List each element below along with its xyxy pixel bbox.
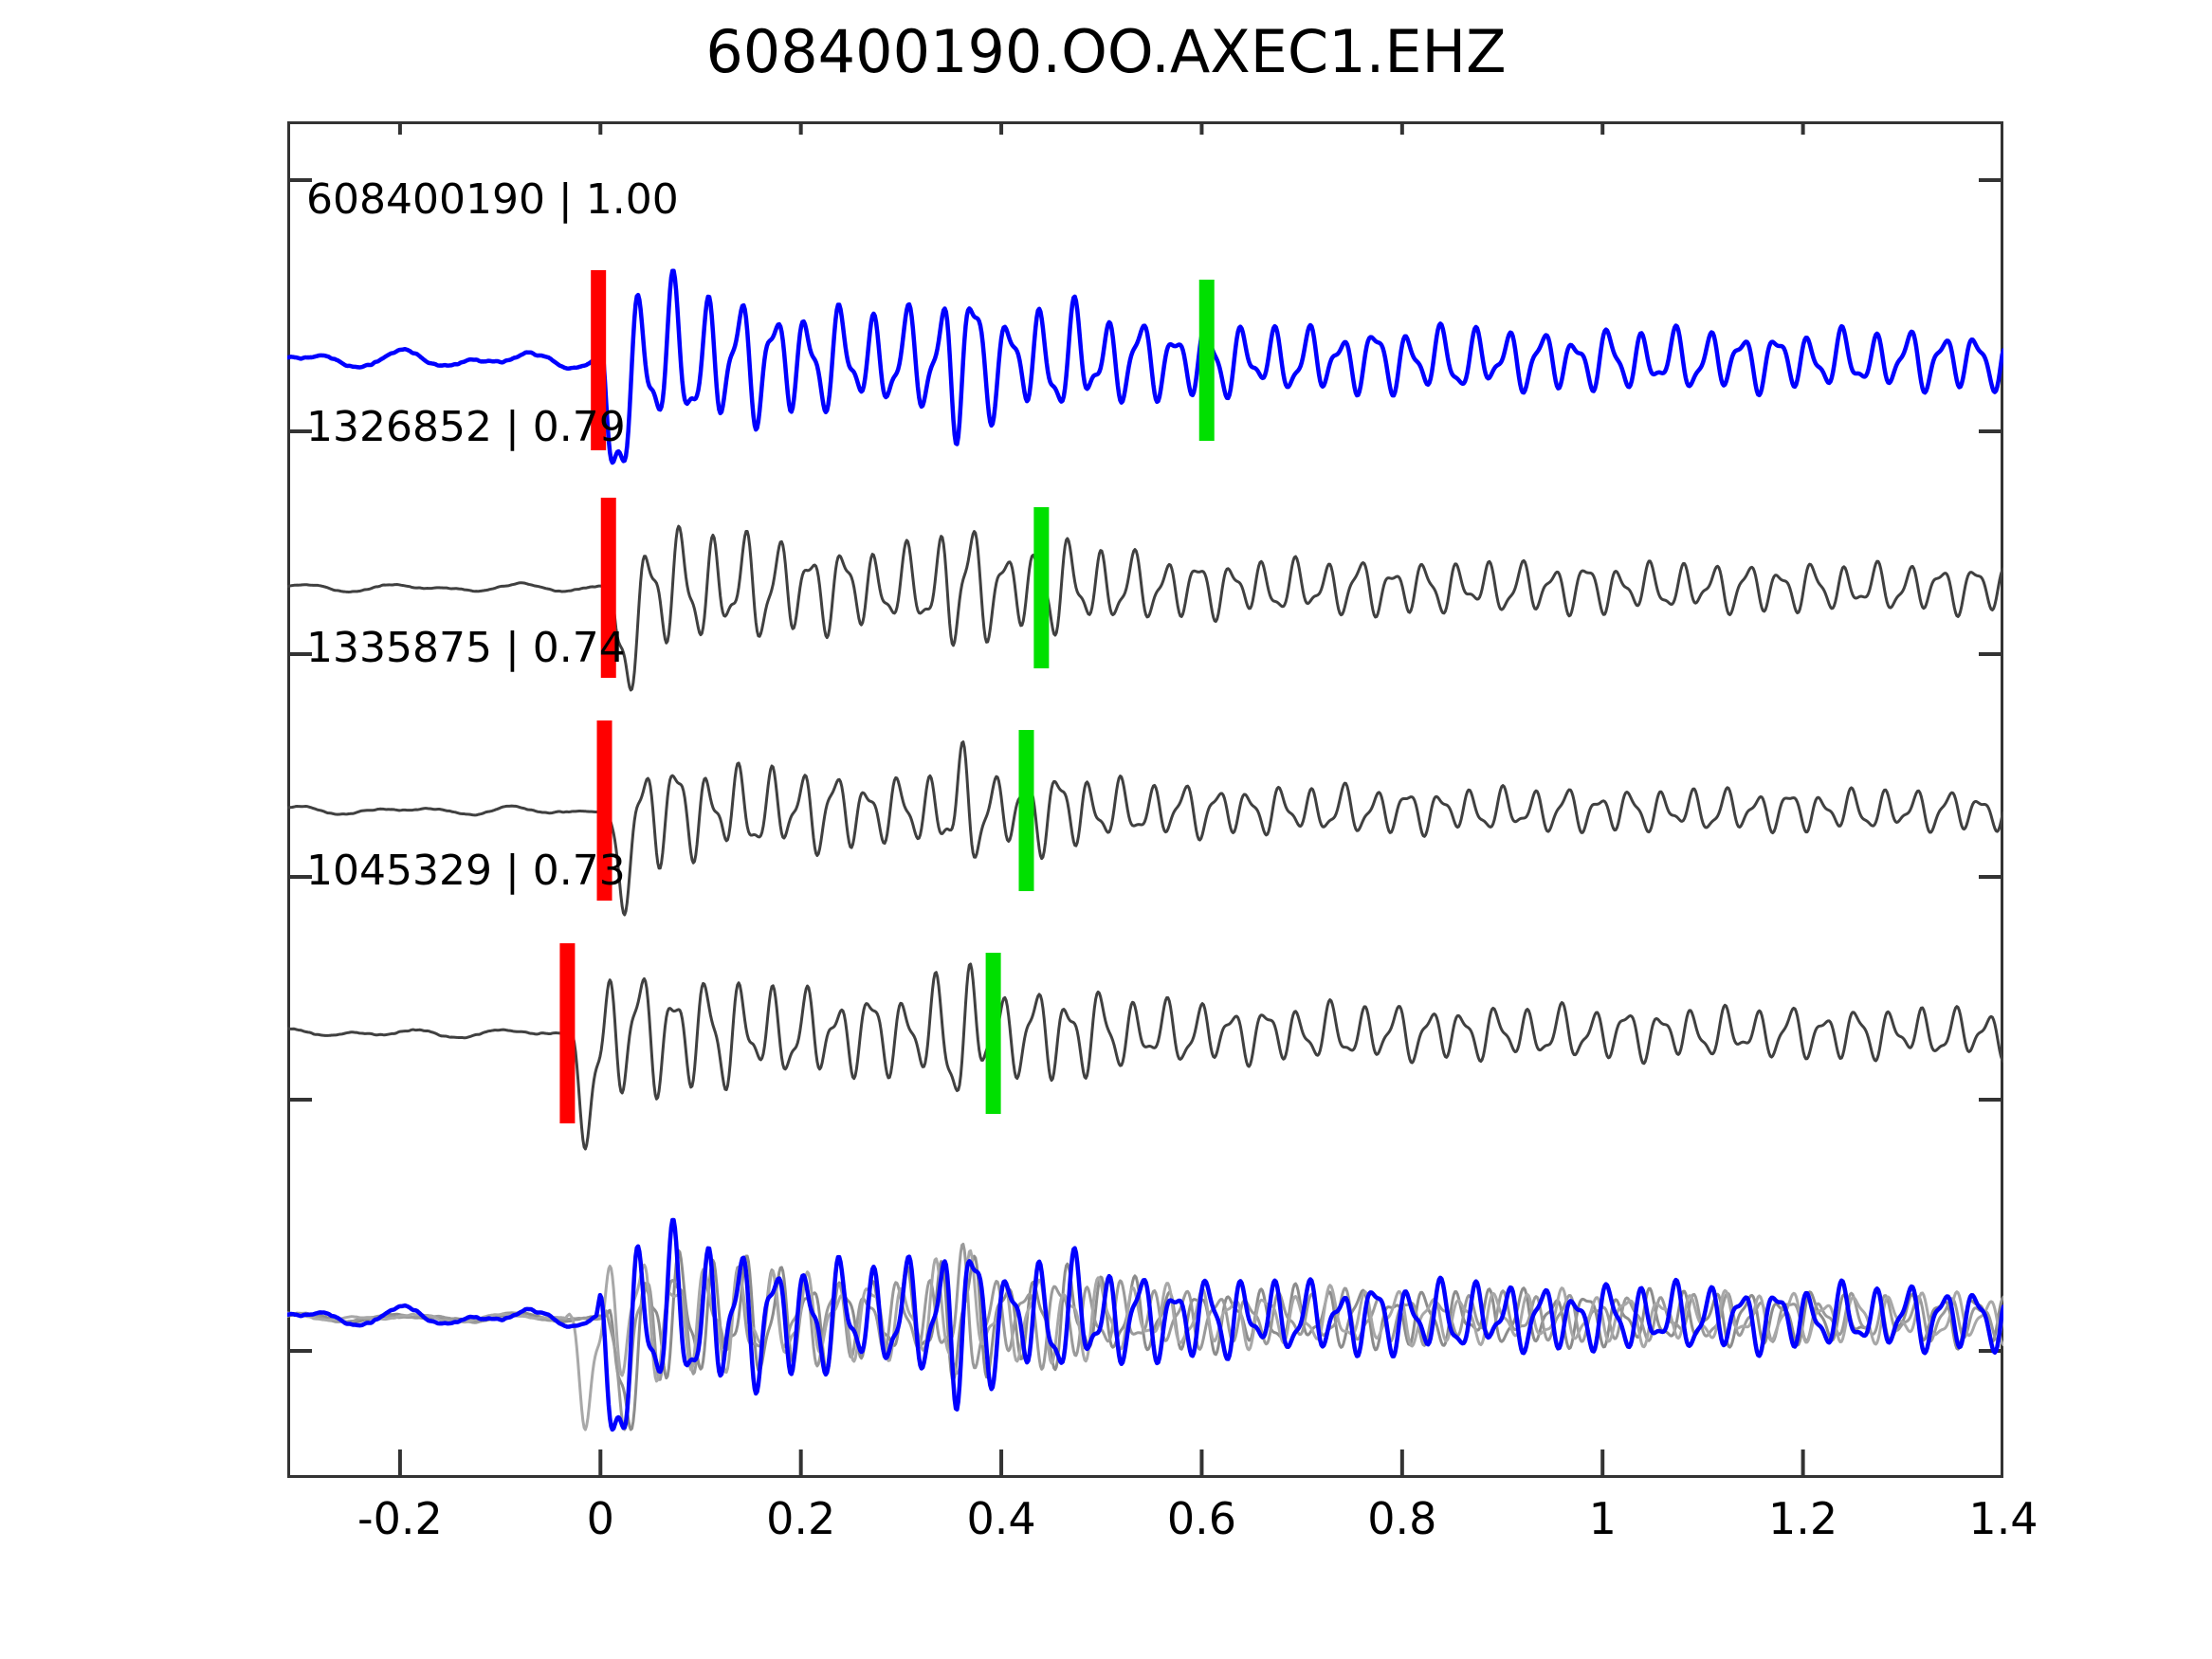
x-tick-label-8: 1.4 (1968, 1493, 2038, 1544)
trace-group-608400190 (287, 268, 2003, 465)
trace-label-1045329: 1045329 | 0.73 (306, 847, 626, 895)
plot-area (287, 121, 2003, 1478)
s-pick-marker (1198, 280, 1215, 441)
s-pick-marker (1018, 730, 1034, 891)
stack-overlay-group (287, 1217, 2003, 1432)
p-pick-marker (600, 498, 616, 678)
stack-line-detection (287, 1249, 2003, 1431)
waveform-line (287, 524, 2003, 692)
trace-group-1045329 (287, 943, 2003, 1151)
x-tick-label-5: 0.8 (1367, 1493, 1437, 1544)
s-pick-marker (1033, 507, 1050, 668)
waveform-line (287, 740, 2003, 917)
stack-line-template (287, 1217, 2003, 1432)
trace-group-1335875 (287, 720, 2003, 917)
seismogram-axes (287, 121, 2003, 1478)
trace-group-1326852 (287, 498, 2003, 692)
page-title: 608400190.OO.AXEC1.EHZ (705, 17, 1507, 86)
plot-frame (287, 121, 2003, 1478)
x-tick-label-6: 1 (1588, 1493, 1617, 1544)
x-tick-label-1: 0 (586, 1493, 614, 1544)
p-pick-marker (596, 720, 612, 901)
s-pick-marker (985, 953, 1001, 1114)
trace-label-1326852: 1326852 | 0.79 (306, 403, 626, 451)
trace-label-1335875: 1335875 | 0.74 (306, 624, 626, 672)
x-tick-label-2: 0.2 (766, 1493, 836, 1544)
x-tick-label-4: 0.6 (1166, 1493, 1237, 1544)
p-pick-marker (591, 270, 607, 450)
x-tick-label-3: 0.4 (966, 1493, 1036, 1544)
p-pick-marker (559, 943, 576, 1123)
waveform-line (287, 268, 2003, 465)
trace-label-608400190: 608400190 | 1.00 (306, 175, 679, 224)
waveform-line (287, 962, 2003, 1151)
x-tick-label-0: -0.2 (357, 1493, 443, 1544)
x-tick-label-7: 1.2 (1768, 1493, 1838, 1544)
